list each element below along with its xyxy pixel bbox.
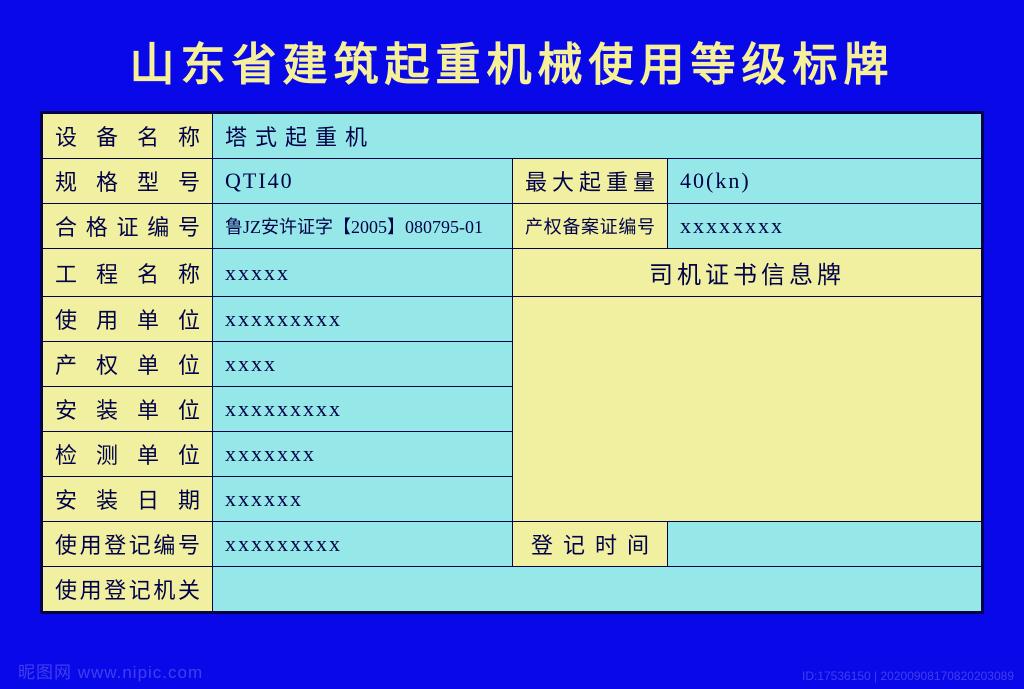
value-use-reg-no: xxxxxxxxx [213, 522, 513, 567]
value-use-reg-org [213, 567, 982, 612]
table-row: 合格证编号 鲁JZ安许证字【2005】080795-01 产权备案证编号 xxx… [43, 204, 982, 249]
label-reg-time: 登记时间 [513, 522, 668, 567]
value-install-date: xxxxxx [213, 477, 513, 522]
value-spec-model: QTI40 [213, 159, 513, 204]
value-property-unit: xxxx [213, 342, 513, 387]
label-equip-name: 设备名称 [43, 114, 213, 159]
value-property-cert: xxxxxxxx [668, 204, 982, 249]
table-row: 设备名称 塔式起重机 [43, 114, 982, 159]
value-use-unit: xxxxxxxxx [213, 297, 513, 342]
label-inspect-unit: 检测单位 [43, 432, 213, 477]
info-table: 设备名称 塔式起重机 规格型号 QTI40 最大起重量 40(kn) 合格证编号… [42, 113, 982, 612]
value-cert-no: 鲁JZ安许证字【2005】080795-01 [213, 204, 513, 249]
driver-panel-body [513, 297, 982, 522]
label-install-unit: 安装单位 [43, 387, 213, 432]
label-use-unit: 使用单位 [43, 297, 213, 342]
label-use-reg-no: 使用登记编号 [43, 522, 213, 567]
table-row: 使用登记编号 xxxxxxxxx 登记时间 [43, 522, 982, 567]
watermark-site: 昵图网 www.nipic.com [18, 658, 203, 683]
label-install-date: 安装日期 [43, 477, 213, 522]
table-row: 规格型号 QTI40 最大起重量 40(kn) [43, 159, 982, 204]
page-title: 山东省建筑起重机械使用等级标牌 [0, 0, 1024, 111]
label-use-reg-org: 使用登记机关 [43, 567, 213, 612]
label-property-cert: 产权备案证编号 [513, 204, 668, 249]
value-equip-name: 塔式起重机 [213, 114, 982, 159]
value-inspect-unit: xxxxxxx [213, 432, 513, 477]
value-max-load: 40(kn) [668, 159, 982, 204]
table-row: 使用单位 xxxxxxxxx [43, 297, 982, 342]
watermark-id: ID:17536150 | 20200908170820203089 [802, 669, 1014, 683]
label-project-name: 工程名称 [43, 249, 213, 297]
info-card: 设备名称 塔式起重机 规格型号 QTI40 最大起重量 40(kn) 合格证编号… [40, 111, 984, 614]
value-install-unit: xxxxxxxxx [213, 387, 513, 432]
label-property-unit: 产权单位 [43, 342, 213, 387]
value-reg-time [668, 522, 982, 567]
driver-panel-title: 司机证书信息牌 [513, 249, 982, 297]
label-cert-no: 合格证编号 [43, 204, 213, 249]
label-spec-model: 规格型号 [43, 159, 213, 204]
value-project-name: xxxxx [213, 249, 513, 297]
label-max-load: 最大起重量 [513, 159, 668, 204]
table-row: 使用登记机关 [43, 567, 982, 612]
table-row: 工程名称 xxxxx 司机证书信息牌 [43, 249, 982, 297]
